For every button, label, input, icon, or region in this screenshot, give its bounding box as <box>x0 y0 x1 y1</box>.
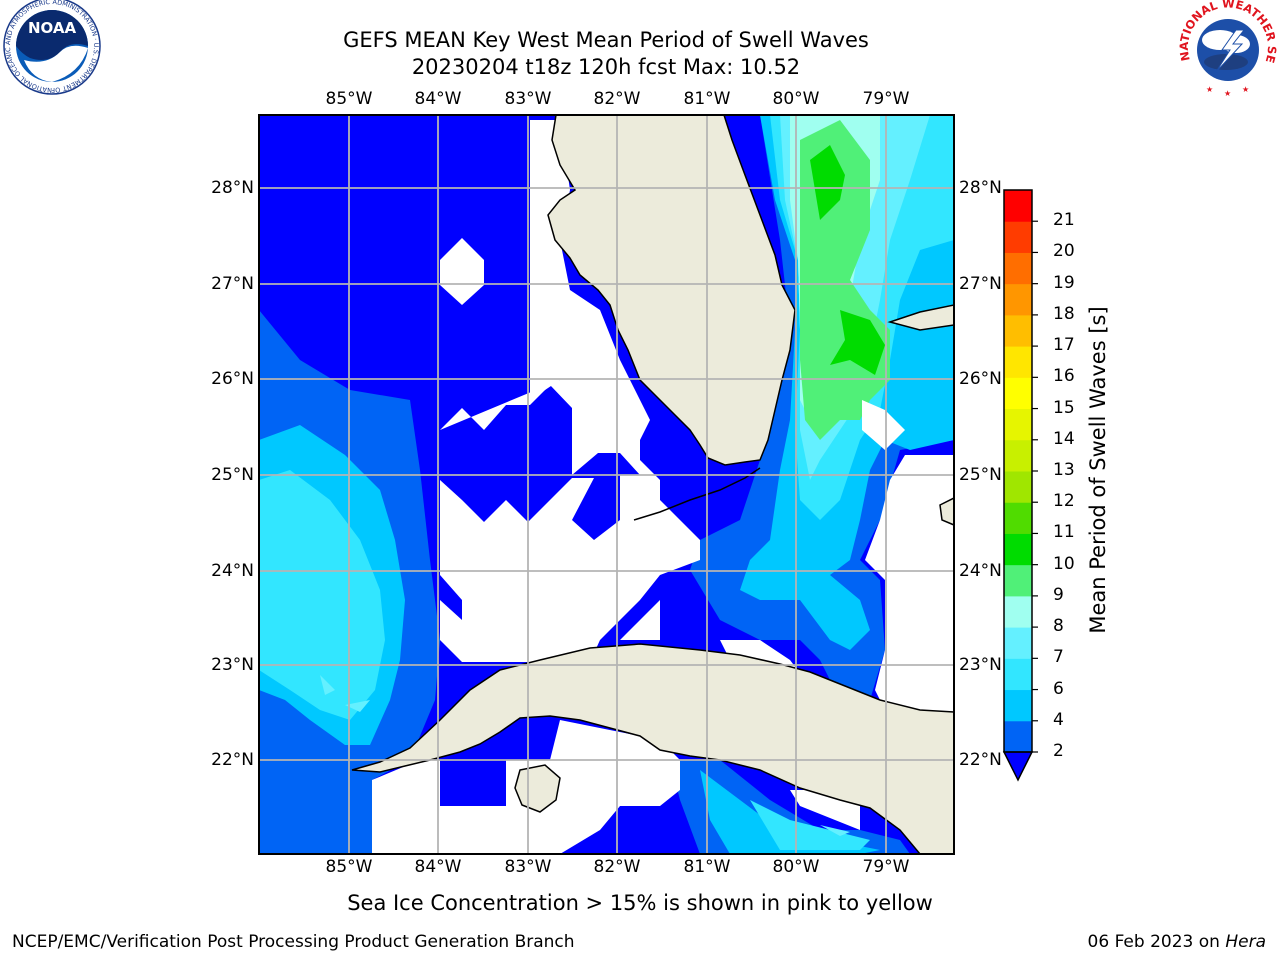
colorbar-segment <box>1004 283 1032 316</box>
noaa-logo-text: NOAA <box>28 19 77 37</box>
no-data-patch-4 <box>862 400 905 450</box>
colorbar-tick-label: 11 <box>1053 522 1075 543</box>
land-andros <box>939 497 954 526</box>
colorbar-segment <box>1004 689 1032 722</box>
colorbar-tick-label: 9 <box>1053 584 1064 605</box>
lat-label-left: 25°N <box>211 465 254 485</box>
colorbar-tick-label: 8 <box>1053 616 1064 637</box>
region-10-11s-east <box>810 145 885 375</box>
colorbar-tick-label: 2 <box>1053 741 1064 761</box>
colorbar-tick-label: 18 <box>1053 303 1075 324</box>
svg-text:★: ★ <box>1242 85 1249 94</box>
colorbar-tick-label: 4 <box>1053 709 1064 730</box>
colorbar-segment <box>1004 627 1032 659</box>
colorbar-tick-label: 21 <box>1053 210 1075 231</box>
chart-title: GEFS MEAN Key West Mean Period of Swell … <box>343 28 869 52</box>
chart-subtitle: 20230204 t18z 120h fcst Max: 10.52 <box>411 55 801 79</box>
lon-label-bottom: 83°W <box>504 857 552 877</box>
colorbar-segment <box>1004 658 1032 691</box>
colorbar-segment <box>1004 471 1032 503</box>
lat-label-right: 28°N <box>959 178 1002 198</box>
colorbar-segment <box>1004 252 1032 285</box>
colorbar-tick-label: 7 <box>1053 647 1064 668</box>
footer-credit: NCEP/EMC/Verification Post Processing Pr… <box>12 932 575 952</box>
colorbar-tick-label: 12 <box>1053 491 1075 512</box>
colorbar-segment <box>1004 502 1032 534</box>
colorbar-segment <box>1004 564 1032 597</box>
lat-label-left: 23°N <box>211 655 254 675</box>
lon-label-bottom: 81°W <box>683 857 731 877</box>
colorbar <box>1002 189 1038 782</box>
no-data-patch-5 <box>865 455 954 740</box>
lat-label-left: 24°N <box>211 561 254 581</box>
colorbar-segment <box>1004 533 1032 566</box>
land-isle-of-youth <box>514 764 561 813</box>
lon-label-top: 82°W <box>593 89 641 109</box>
colorbar-segment <box>1004 221 1032 253</box>
lon-label-bottom: 84°W <box>414 857 462 877</box>
colorbar-tick-label: 17 <box>1053 335 1075 356</box>
graticule <box>259 115 954 854</box>
colorbar-tick-label: 19 <box>1053 272 1075 293</box>
colorbar-title: Mean Period of Swell Waves [s] <box>1086 306 1110 634</box>
lat-label-right: 27°N <box>959 274 1002 294</box>
colorbar-segment <box>1004 377 1032 410</box>
footer-host: Hera <box>1225 932 1266 952</box>
lat-label-left: 27°N <box>211 274 254 294</box>
lat-label-right: 23°N <box>959 655 1002 675</box>
footer-date: 06 Feb 2023 on Hera <box>1088 932 1266 952</box>
map-frame <box>258 114 955 855</box>
region-7-8s-west <box>320 675 370 712</box>
colorbar-segment <box>1004 346 1032 378</box>
colorbar-tick-label: 16 <box>1053 366 1075 387</box>
lat-label-right: 24°N <box>959 561 1002 581</box>
lat-label-left: 28°N <box>211 178 254 198</box>
colorbar-segment <box>1004 314 1032 347</box>
lat-label-right: 25°N <box>959 465 1002 485</box>
land-bahamas <box>887 304 954 331</box>
colorbar-tick-label: 6 <box>1053 678 1064 699</box>
colorbar-segment <box>1004 595 1032 628</box>
lon-label-top: 79°W <box>862 89 910 109</box>
colorbar-segment <box>1004 720 1032 753</box>
footer-date-text: 06 Feb 2023 on <box>1087 932 1226 952</box>
colorbar-tick-label: 10 <box>1053 553 1075 574</box>
lon-label-top: 80°W <box>772 89 820 109</box>
lon-label-top: 83°W <box>504 89 552 109</box>
land-cuba <box>351 643 954 854</box>
colorbar-tick-label: 20 <box>1053 241 1075 262</box>
lon-label-top: 84°W <box>414 89 462 109</box>
lon-label-top: 81°W <box>683 89 731 109</box>
colorbar-tick-label: 14 <box>1053 428 1075 449</box>
sea-ice-note: Sea Ice Concentration > 15% is shown in … <box>0 891 1280 915</box>
lat-label-right: 26°N <box>959 369 1002 389</box>
region-6-7s-west <box>259 470 385 720</box>
colorbar-tick-label: 15 <box>1053 397 1075 418</box>
svg-text:★: ★ <box>1206 85 1213 94</box>
lon-label-bottom: 80°W <box>772 857 820 877</box>
colorbar-segment <box>1004 439 1032 472</box>
no-data-patch-1 <box>440 238 484 305</box>
lon-label-top: 85°W <box>325 89 373 109</box>
no-data-patch-3 <box>440 475 660 662</box>
land-florida <box>547 115 796 466</box>
lat-label-right: 22°N <box>959 750 1002 770</box>
lon-label-bottom: 82°W <box>593 857 641 877</box>
colorbar-segment <box>1004 408 1032 441</box>
lon-label-bottom: 79°W <box>862 857 910 877</box>
colorbar-segment <box>1004 190 1032 222</box>
sea-ice-note-text: Sea Ice Concentration > 15% is shown in … <box>347 891 933 915</box>
lon-label-bottom: 85°W <box>325 857 373 877</box>
lat-label-left: 26°N <box>211 369 254 389</box>
nws-logo: NATIONAL WEATHER SERVICE ★ ★ ★ <box>1176 0 1279 98</box>
svg-text:★: ★ <box>1224 89 1231 98</box>
colorbar-tick-label: 13 <box>1053 460 1075 480</box>
land-florida-keys <box>633 467 761 521</box>
lat-label-left: 22°N <box>211 750 254 770</box>
noaa-logo: NATIONAL OCEANIC AND ATMOSPHERIC ADMINIS… <box>0 0 101 95</box>
